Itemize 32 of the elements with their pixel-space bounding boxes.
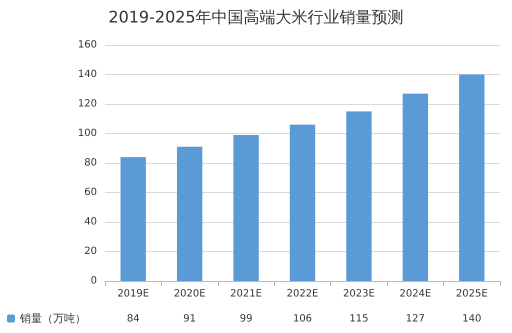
bar (120, 157, 146, 281)
bar (346, 111, 372, 281)
y-tick-label: 60 (84, 187, 97, 198)
x-tick-label: 2024E (399, 288, 432, 300)
bar (290, 124, 316, 281)
bar (402, 94, 428, 281)
x-tick-label: 2025E (456, 288, 488, 300)
legend-label: 销量（万吨） (19, 312, 86, 325)
data-label: 106 (292, 314, 312, 324)
x-tick-label: 2020E (174, 288, 206, 300)
y-tick-label: 20 (84, 246, 97, 257)
bar (233, 134, 259, 281)
bar (176, 146, 202, 281)
y-tick-label: 40 (84, 216, 97, 228)
data-label: 127 (406, 314, 425, 324)
chart-title: 2019-2025年中国高端大米行业销量预测 (108, 8, 404, 26)
x-tick-label: 2022E (286, 288, 318, 300)
y-tick-label: 120 (78, 98, 97, 110)
y-tick-label: 160 (78, 40, 97, 50)
data-label: 84 (126, 314, 140, 324)
x-tick-label: 2023E (343, 288, 375, 300)
y-tick-label: 100 (78, 128, 97, 139)
x-tick-label: 2021E (230, 288, 262, 300)
y-tick-label: 140 (78, 69, 97, 80)
data-label: 99 (240, 314, 252, 324)
bar (459, 74, 484, 281)
x-tick-label: 2019E (117, 288, 150, 300)
y-tick-label: 80 (84, 158, 97, 168)
data-label: 91 (183, 314, 196, 324)
data-label: 140 (462, 314, 482, 324)
data-label: 115 (349, 314, 368, 324)
y-tick-label: 0 (90, 276, 97, 286)
